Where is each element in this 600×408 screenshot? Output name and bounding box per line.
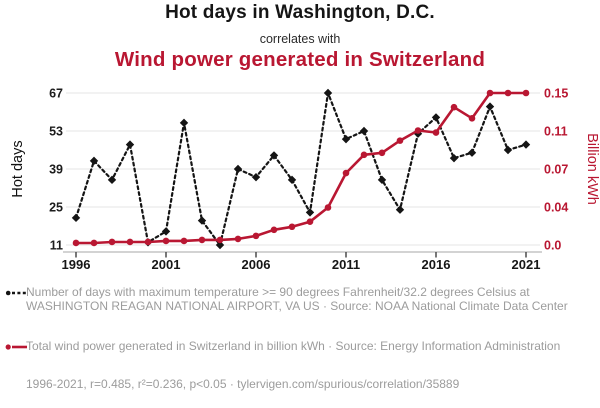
svg-text:0.04: 0.04 — [544, 201, 568, 215]
legend-hot-days-text: Number of days with maximum temperature … — [26, 285, 568, 313]
diamond-dashed-marker-icon — [5, 290, 27, 296]
correlates-with-label: correlates with — [259, 32, 341, 46]
svg-text:2011: 2011 — [332, 257, 360, 272]
right-axis-title: Billion kWh — [584, 133, 600, 205]
svg-text:0.15: 0.15 — [544, 87, 568, 101]
svg-text:25: 25 — [49, 201, 63, 215]
svg-text:0.07: 0.07 — [544, 163, 568, 177]
svg-text:2021: 2021 — [512, 257, 541, 272]
svg-text:0.0: 0.0 — [544, 239, 561, 253]
series-wind-power — [72, 89, 530, 247]
svg-text:0.11: 0.11 — [544, 125, 568, 139]
svg-text:67: 67 — [49, 87, 63, 101]
legend-item-wind-power: Total wind power generated in Switzerlan… — [5, 339, 594, 354]
circle-solid-marker-icon — [5, 344, 27, 350]
svg-text:53: 53 — [49, 125, 63, 139]
svg-text:2001: 2001 — [152, 257, 181, 272]
series-hot-days — [71, 88, 531, 250]
legend-item-hot-days: Number of days with maximum temperature … — [5, 285, 594, 313]
legend-wind-power-text: Total wind power generated in Switzerlan… — [26, 339, 561, 353]
chart-title-primary: Hot days in Washington, D.C. — [165, 2, 435, 23]
svg-text:2016: 2016 — [422, 257, 451, 272]
svg-text:11: 11 — [50, 239, 63, 253]
grid-lines — [66, 92, 540, 246]
svg-text:2006: 2006 — [242, 257, 271, 272]
x-axis: 1996 2001 2006 2011 2016 2021 — [62, 251, 542, 272]
svg-text:1996: 1996 — [62, 257, 91, 272]
y-axis-right-labels: 0.15 0.11 0.07 0.04 0.0 — [544, 87, 568, 253]
y-axis-left-labels: 67 53 39 25 11 — [49, 87, 63, 253]
chart-title-secondary: Wind power generated in Switzerland — [114, 48, 486, 71]
footer-citation: 1996-2021, r=0.485, r²=0.236, p<0.05 · t… — [26, 377, 460, 391]
left-axis-title: Hot days — [10, 140, 26, 197]
svg-text:39: 39 — [49, 163, 63, 177]
